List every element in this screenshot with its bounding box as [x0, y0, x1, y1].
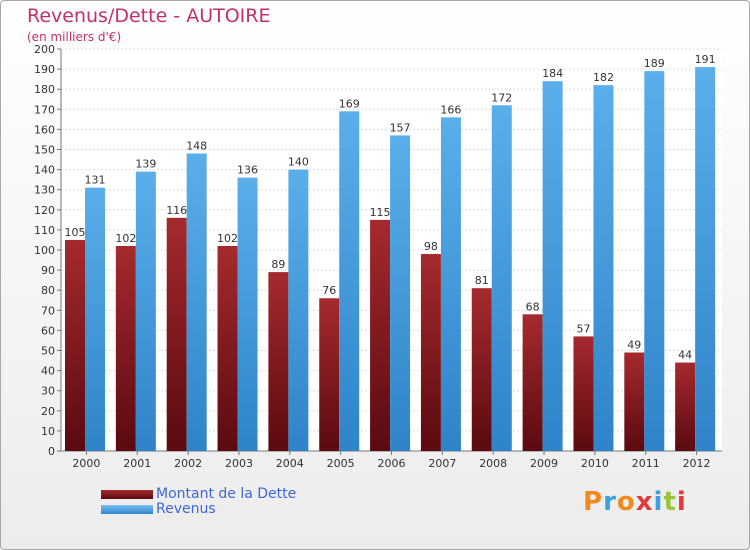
- bar-dette: [268, 272, 289, 451]
- data-label-dette: 81: [475, 274, 489, 287]
- y-tick-label: 130: [34, 184, 55, 197]
- y-tick-label: 90: [41, 264, 55, 277]
- x-tick-label: 2010: [581, 457, 609, 470]
- data-label-dette: 68: [526, 300, 540, 313]
- bar-revenus: [390, 135, 411, 451]
- x-tick-label: 2005: [327, 457, 355, 470]
- y-tick-label: 0: [48, 445, 55, 458]
- x-tick-label: 2004: [276, 457, 304, 470]
- data-label-revenus: 182: [593, 71, 614, 84]
- y-tick-label: 100: [34, 244, 55, 257]
- data-label-dette: 89: [271, 258, 285, 271]
- data-label-dette: 44: [678, 349, 692, 362]
- data-label-dette: 116: [166, 204, 187, 217]
- data-label-revenus: 172: [491, 91, 512, 104]
- bar-dette: [319, 298, 340, 451]
- x-tick-label: 2012: [683, 457, 711, 470]
- legend-swatch-revenus: [101, 505, 153, 514]
- y-tick-label: 160: [34, 123, 55, 136]
- y-tick-label: 200: [34, 43, 55, 56]
- bar-revenus: [186, 153, 207, 451]
- data-label-revenus: 191: [695, 53, 716, 66]
- bar-dette: [675, 362, 696, 451]
- data-label-revenus: 189: [644, 57, 665, 70]
- data-label-revenus: 166: [440, 103, 461, 116]
- data-label-revenus: 157: [390, 121, 411, 134]
- y-tick-label: 170: [34, 103, 55, 116]
- bar-dette: [573, 336, 594, 451]
- legend-label-dette: Montant de la Dette: [156, 486, 297, 502]
- legend-swatch-dette: [101, 490, 153, 499]
- y-tick-label: 150: [34, 144, 55, 157]
- data-label-revenus: 136: [237, 164, 258, 177]
- bar-dette: [471, 288, 492, 451]
- bar-revenus: [542, 81, 563, 451]
- data-label-dette: 102: [115, 232, 136, 245]
- bar-dette: [370, 219, 391, 451]
- bar-dette: [522, 314, 543, 451]
- data-label-revenus: 131: [85, 174, 106, 187]
- bar-dette: [420, 254, 441, 451]
- bar-revenus: [339, 111, 360, 451]
- x-tick-label: 2008: [479, 457, 507, 470]
- bar-revenus: [135, 171, 156, 452]
- x-tick-label: 2000: [72, 457, 100, 470]
- bar-revenus: [237, 177, 258, 451]
- x-tick-label: 2007: [428, 457, 456, 470]
- y-tick-label: 30: [41, 385, 55, 398]
- data-label-revenus: 139: [135, 158, 156, 171]
- x-tick-label: 2001: [123, 457, 151, 470]
- x-tick-label: 2011: [632, 457, 660, 470]
- y-tick-label: 110: [34, 224, 55, 237]
- chart-subtitle: (en milliers d'€): [27, 30, 122, 44]
- data-label-dette: 105: [65, 226, 86, 239]
- y-tick-label: 70: [41, 304, 55, 317]
- y-tick-label: 80: [41, 284, 55, 297]
- data-label-dette: 76: [322, 284, 336, 297]
- y-tick-label: 180: [34, 83, 55, 96]
- y-tick-label: 190: [34, 63, 55, 76]
- y-tick-label: 40: [41, 365, 55, 378]
- y-tick-label: 50: [41, 345, 55, 358]
- y-tick-label: 20: [41, 405, 55, 418]
- bar-revenus: [440, 117, 461, 451]
- data-label-dette: 57: [576, 322, 590, 335]
- bar-dette: [217, 245, 238, 451]
- y-tick-label: 60: [41, 324, 55, 337]
- data-label-revenus: 184: [542, 67, 563, 80]
- x-tick-label: 2009: [530, 457, 558, 470]
- bar-revenus: [288, 169, 309, 451]
- bar-revenus: [491, 105, 512, 451]
- proxiti-logo: Proxiti: [583, 487, 687, 517]
- data-label-revenus: 169: [339, 97, 360, 110]
- bar-dette: [624, 352, 645, 451]
- y-tick-label: 140: [34, 164, 55, 177]
- data-label-dette: 49: [627, 339, 641, 352]
- data-label-revenus: 140: [288, 156, 309, 169]
- x-tick-label: 2006: [378, 457, 406, 470]
- bar-revenus: [85, 187, 105, 451]
- data-label-dette: 115: [370, 206, 391, 219]
- chart-title: Revenus/Dette - AUTOIRE: [27, 5, 271, 27]
- x-tick-label: 2002: [174, 457, 202, 470]
- bar-dette: [115, 245, 136, 451]
- legend-label-revenus: Revenus: [156, 501, 216, 517]
- y-tick-label: 120: [34, 204, 55, 217]
- bar-dette: [166, 217, 187, 451]
- bar-dette: [65, 239, 85, 451]
- y-tick-label: 10: [41, 425, 55, 438]
- bar-revenus: [695, 67, 716, 451]
- x-tick-label: 2003: [225, 457, 253, 470]
- bar-revenus: [593, 85, 614, 452]
- data-label-revenus: 148: [186, 140, 207, 153]
- data-label-dette: 98: [424, 240, 438, 253]
- bar-revenus: [644, 71, 665, 452]
- data-label-dette: 102: [217, 232, 238, 245]
